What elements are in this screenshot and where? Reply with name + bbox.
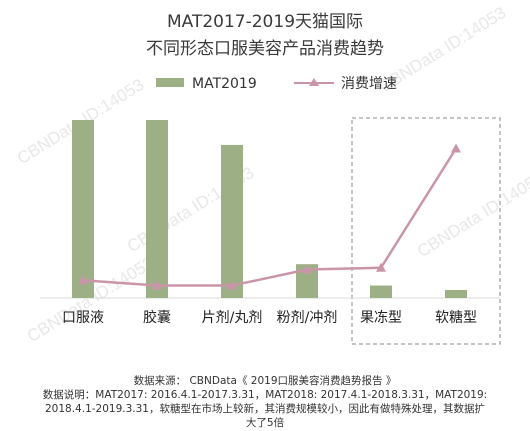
legend-bar-swatch <box>156 78 184 87</box>
note-line3: 大了5倍 <box>245 417 285 429</box>
growth-point-1 <box>78 275 88 285</box>
legend-label-line: 消费增速 <box>341 76 397 92</box>
legend: MAT2019 消费增速 <box>156 76 397 92</box>
legend-line-marker <box>309 78 319 86</box>
highlight-box <box>351 117 501 345</box>
category-label-2: 胶囊 <box>143 309 171 326</box>
chart-title-line2: 不同形态口服美容产品消费趋势 <box>146 39 384 59</box>
bar-2 <box>146 120 168 298</box>
bar-6 <box>445 289 467 298</box>
category-label-5: 果冻型 <box>360 309 402 326</box>
bar-5 <box>370 285 392 298</box>
category-label-3: 片剂/丸剂 <box>202 310 263 326</box>
category-label-1: 口服液 <box>62 310 104 326</box>
chart-title-line1: MAT2017-2019天猫国际 <box>166 12 364 32</box>
growth-line <box>82 147 458 287</box>
source-note: 数据来源： CBNData《 2019口服美容消费趋势报告 》 <box>133 375 397 387</box>
growth-point-5 <box>376 262 386 272</box>
bar-4 <box>296 264 318 298</box>
note-line1: 数据说明：MAT2017: 2016.4.1-2017.3.31，MAT2018… <box>42 389 488 401</box>
bar-1 <box>72 120 94 298</box>
category-label-4: 粉剂/冲剂 <box>277 310 338 326</box>
bar-3 <box>221 144 243 298</box>
category-label-6: 软糖型 <box>435 310 477 326</box>
growth-point-3 <box>227 280 237 290</box>
legend-label-bar: MAT2019 <box>192 76 257 92</box>
growth-point-2 <box>152 280 162 290</box>
growth-point-4 <box>302 264 312 274</box>
growth-point-6 <box>451 143 461 153</box>
note-line2: 2018.4.1-2019.3.31，软糖型在市场上较新，其消费规模较小，因此有… <box>45 403 485 415</box>
